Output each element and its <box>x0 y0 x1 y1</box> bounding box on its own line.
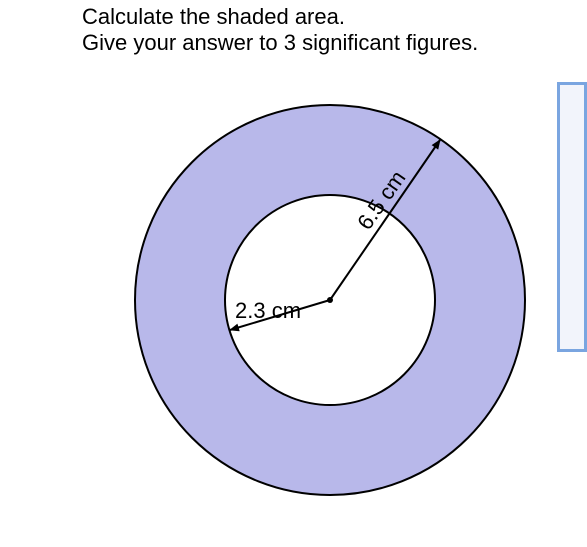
question-text: Calculate the shaded area. Give your ans… <box>82 4 478 57</box>
question-line-1: Calculate the shaded area. <box>82 4 478 30</box>
question-line-2: Give your answer to 3 significant figure… <box>82 30 478 56</box>
annulus-diagram: 2.3 cm 6.5 cm <box>130 70 530 540</box>
inner-radius-label: 2.3 cm <box>235 298 301 323</box>
answer-input-box[interactable] <box>557 82 587 352</box>
